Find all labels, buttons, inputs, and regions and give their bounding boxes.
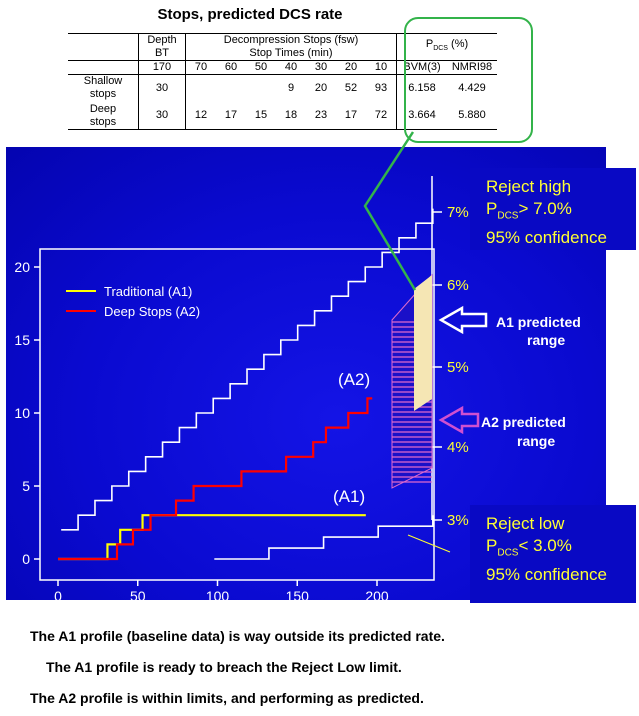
- cell-time: 12: [185, 101, 216, 130]
- stop-depth: 40: [276, 60, 306, 75]
- header-times: Stop Times (min): [185, 47, 397, 61]
- cell-bt: 30: [138, 101, 186, 130]
- x-tick-label: 50: [130, 588, 146, 604]
- row-label: stops: [89, 88, 117, 100]
- header-nmri: NMRI98: [447, 60, 497, 75]
- stop-depth: 50: [246, 60, 276, 75]
- reject-low-callout: Reject low PDCS< 3.0% 95% confidence: [486, 513, 607, 586]
- pdcs-highlight-outline: [404, 17, 533, 143]
- row-label: stops: [68, 116, 139, 130]
- percent-tick-label: 5%: [447, 359, 469, 376]
- stop-depth: 30: [306, 60, 336, 75]
- x-tick-label: 100: [206, 588, 230, 604]
- percent-tick-label: 6%: [447, 277, 469, 294]
- row-label: Deep: [89, 103, 117, 115]
- subheader-depth: 170: [138, 60, 186, 75]
- x-tick-label: 150: [286, 588, 310, 604]
- a1-range-region: [414, 275, 432, 411]
- note-1: The A1 profile (baseline data) is way ou…: [30, 628, 445, 644]
- cell-time: 18: [276, 101, 306, 130]
- legend-label: Deep Stops (A2): [104, 304, 200, 319]
- reject-low-confidence: 95% confidence: [486, 565, 607, 585]
- stops-table: Depth Decompression Stops (fsw) PDCS (%)…: [68, 33, 497, 130]
- row-label: Shallow: [68, 74, 139, 88]
- reject-high-callout: Reject high PDCS> 7.0% 95% confidence: [486, 176, 607, 249]
- a2-range-label-2: range: [517, 433, 555, 449]
- x-tick-label: 0: [54, 588, 62, 604]
- cell-time: 17: [216, 101, 246, 130]
- label-a2: (A2): [338, 370, 370, 389]
- y-tick-label: 0: [22, 551, 30, 567]
- y-tick-label: 15: [14, 332, 30, 348]
- cell-time: 9: [276, 74, 306, 101]
- y-tick-label: 5: [22, 478, 30, 494]
- a1-range-arrow-icon: [438, 305, 488, 335]
- stop-depth: 70: [185, 60, 216, 75]
- label-a1: (A1): [333, 487, 365, 506]
- percent-tick-label: 3%: [447, 512, 469, 529]
- green-connector: [363, 131, 417, 291]
- series-line-traditional: [58, 514, 366, 561]
- header-bvm: BVM(3): [396, 60, 447, 75]
- cell-nmri: 4.429: [447, 74, 497, 101]
- y-tick-label: 20: [14, 259, 30, 275]
- y-tick-label: 10: [14, 405, 30, 421]
- stop-depth: 10: [366, 60, 397, 75]
- header-pdcs: PDCS (%): [396, 33, 497, 61]
- percent-tick-label: 7%: [447, 204, 469, 221]
- cell-time: [216, 74, 246, 101]
- cell-nmri: 5.880: [447, 101, 497, 130]
- series-line-deep-stops: [58, 397, 373, 561]
- a2-range-arrow-icon: [438, 405, 480, 435]
- header-depth: Depth: [138, 33, 186, 47]
- reject-low-arrow: [407, 534, 451, 553]
- reject-high-confidence: 95% confidence: [486, 228, 607, 248]
- table-title: Stops, predicted DCS rate: [157, 6, 343, 23]
- percent-tick-label: 4%: [447, 439, 469, 456]
- sprt-line-reject-high: [61, 208, 434, 531]
- note-2: The A1 profile is ready to breach the Re…: [46, 659, 402, 675]
- reject-low-title: Reject low: [486, 514, 565, 533]
- stop-depth: 60: [216, 60, 246, 75]
- x-tick-label: 200: [365, 588, 389, 604]
- cell-time: [185, 74, 216, 101]
- header-bt: BT: [138, 47, 186, 61]
- stop-depth: 20: [336, 60, 366, 75]
- cell-time: 52: [336, 74, 366, 101]
- cell-time: 72: [366, 101, 397, 130]
- cell-time: 23: [306, 101, 336, 130]
- legend-label: Traditional (A1): [104, 284, 192, 299]
- cell-time: 15: [246, 101, 276, 130]
- sprt-line-reject-low: [214, 515, 434, 560]
- reject-high-condition: PDCS> 7.0%: [486, 199, 572, 222]
- a2-range-label: A2 predicted: [481, 414, 566, 430]
- note-3: The A2 profile is within limits, and per…: [30, 690, 424, 706]
- cell-time: 20: [306, 74, 336, 101]
- a1-range-label-2: range: [527, 332, 565, 348]
- cell-time: [246, 74, 276, 101]
- cell-time: 17: [336, 101, 366, 130]
- cell-time: 93: [366, 74, 397, 101]
- cell-bt: 30: [138, 74, 186, 101]
- callout-background-high: [470, 168, 636, 250]
- header-stops: Decompression Stops (fsw): [185, 33, 397, 47]
- reject-high-title: Reject high: [486, 177, 572, 196]
- a1-range-label: A1 predicted: [496, 314, 581, 330]
- plot-frame: [39, 248, 435, 581]
- reject-low-condition: PDCS< 3.0%: [486, 536, 572, 559]
- callout-background-low: [470, 505, 636, 603]
